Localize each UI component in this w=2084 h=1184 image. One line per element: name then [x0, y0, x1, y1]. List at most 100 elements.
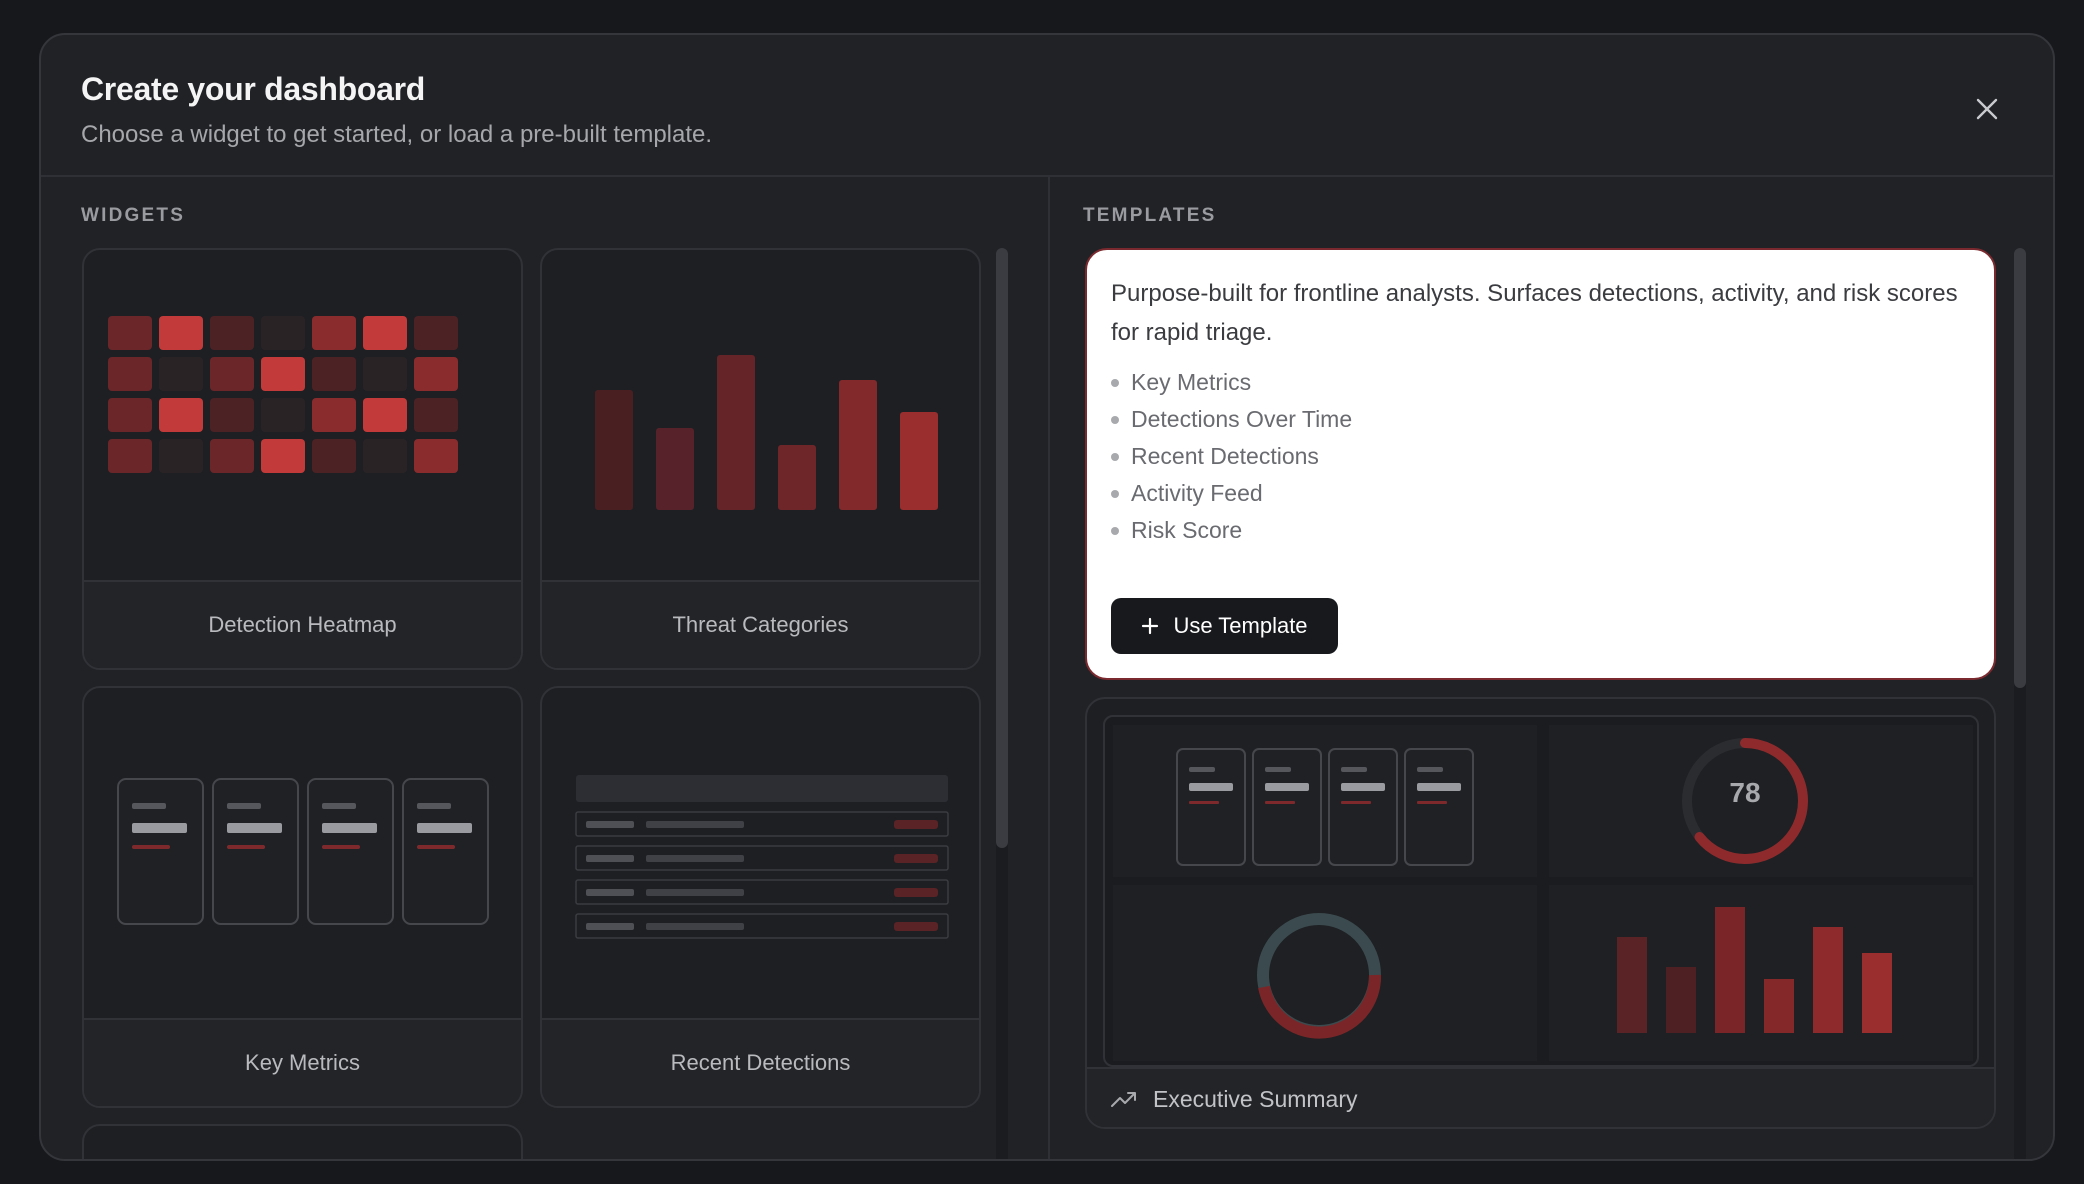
bar-chart-preview — [542, 250, 979, 580]
heatmap-cell — [108, 357, 152, 391]
heatmap-cell — [312, 439, 356, 473]
heatmap-cell — [210, 357, 254, 391]
widget-label: Recent Detections — [542, 1018, 979, 1106]
widget-label: Detection Heatmap — [84, 580, 521, 668]
bar — [1764, 979, 1794, 1033]
plus-icon — [1142, 617, 1159, 635]
heatmap-cell — [312, 398, 356, 432]
metric-mini-card — [117, 778, 204, 925]
close-button[interactable] — [1969, 91, 2005, 127]
heatmap-cell — [363, 398, 407, 432]
template-analyst-card[interactable]: Purpose-built for frontline analysts. Su… — [1085, 248, 1996, 680]
heatmap-cell — [312, 316, 356, 350]
metric-mini-card — [1252, 748, 1322, 866]
heatmap-cell — [261, 357, 305, 391]
widget-key-metrics[interactable]: Key Metrics — [82, 686, 523, 1108]
bar-chart-graphic — [595, 355, 938, 510]
heatmap-cell — [261, 439, 305, 473]
list-item: Activity Feed — [1111, 475, 1352, 512]
metric-mini-card — [1328, 748, 1398, 866]
trending-up-icon — [1111, 1092, 1136, 1107]
bar — [717, 355, 755, 510]
widgets-section-label: WIDGETS — [81, 205, 186, 226]
executive-summary-graphic — [1113, 725, 1973, 1061]
heatmap-cell — [261, 316, 305, 350]
metric-mini-card — [307, 778, 394, 925]
widget-detection-heatmap[interactable]: Detection Heatmap — [82, 248, 523, 670]
widgets-scrollbar[interactable] — [996, 248, 1008, 1159]
heatmap-cell — [159, 398, 203, 432]
heatmap-cell — [414, 439, 458, 473]
table-graphic — [575, 775, 949, 939]
heatmap-cell — [108, 439, 152, 473]
heatmap-cell — [210, 316, 254, 350]
heatmap-cell — [363, 316, 407, 350]
table-preview — [542, 688, 979, 1018]
table-row — [575, 811, 949, 837]
metric-mini-card — [1176, 748, 1246, 866]
create-dashboard-dialog: Create your dashboard Choose a widget to… — [39, 33, 2055, 1161]
bar — [1715, 907, 1745, 1033]
dialog-header: Create your dashboard Choose a widget to… — [41, 35, 2053, 177]
template-card-footer: Executive Summary — [1087, 1067, 1994, 1127]
use-template-label: Use Template — [1173, 613, 1308, 638]
widget-label: Threat Categories — [542, 580, 979, 668]
bar — [1666, 967, 1696, 1033]
dialog-title: Create your dashboard — [81, 71, 426, 107]
column-divider — [1048, 177, 1050, 1159]
widgets-scrollbar-thumb[interactable] — [996, 248, 1008, 848]
widget-threat-categories[interactable]: Threat Categories — [540, 248, 981, 670]
heatmap-cell — [210, 398, 254, 432]
template-description: Purpose-built for frontline analysts. Su… — [1111, 280, 1958, 346]
template-widget-list: Key Metrics Detections Over Time Recent … — [1111, 364, 1352, 549]
heatmap-cell — [414, 316, 458, 350]
heatmap-cell — [159, 316, 203, 350]
heatmap-cell — [363, 357, 407, 391]
heatmap-cell — [363, 439, 407, 473]
widget-recent-detections[interactable]: Recent Detections — [540, 686, 981, 1108]
metric-mini-card — [402, 778, 489, 925]
templates-scrollbar[interactable] — [2014, 248, 2026, 1159]
heatmap-cell — [108, 398, 152, 432]
donut-chart — [1257, 913, 1382, 1039]
heatmap-cell — [261, 398, 305, 432]
heatmap-cell — [414, 398, 458, 432]
table-header — [576, 775, 948, 802]
bar — [1813, 927, 1843, 1033]
bar — [900, 412, 938, 510]
bar — [595, 390, 633, 510]
heatmap-cell — [210, 439, 254, 473]
list-item: Detections Over Time — [1111, 401, 1352, 438]
heatmap-cell — [159, 439, 203, 473]
templates-section-label: TEMPLATES — [1083, 205, 1217, 226]
list-item: Risk Score — [1111, 512, 1352, 549]
bar — [778, 445, 816, 510]
template-executive-summary-card[interactable]: 78 Executive Summary — [1085, 697, 1996, 1129]
metric-mini-card — [1404, 748, 1474, 866]
risk-gauge — [1682, 738, 1808, 864]
templates-scrollbar-thumb[interactable] — [2014, 248, 2026, 688]
use-template-button[interactable]: Use Template — [1111, 598, 1338, 654]
heatmap-preview — [84, 250, 521, 580]
template-name: Executive Summary — [1153, 1085, 1358, 1112]
heatmap-graphic — [108, 316, 458, 473]
heatmap-cell — [159, 357, 203, 391]
table-row — [575, 913, 949, 939]
table-row — [575, 879, 949, 905]
dialog-subtitle: Choose a widget to get started, or load … — [81, 121, 713, 148]
heatmap-cell — [108, 316, 152, 350]
bar — [1862, 953, 1892, 1033]
table-row — [575, 845, 949, 871]
metric-cards-graphic — [117, 778, 489, 925]
list-item: Recent Detections — [1111, 438, 1352, 475]
heatmap-cell — [414, 357, 458, 391]
bar — [1617, 937, 1647, 1033]
bar — [656, 428, 694, 510]
widget-card-partial[interactable] — [82, 1124, 523, 1159]
bar — [839, 380, 877, 510]
gauge-value: 78 — [1729, 777, 1761, 808]
widget-label: Key Metrics — [84, 1018, 521, 1106]
list-item: Key Metrics — [1111, 364, 1352, 401]
heatmap-cell — [312, 357, 356, 391]
close-icon — [1976, 98, 1998, 120]
